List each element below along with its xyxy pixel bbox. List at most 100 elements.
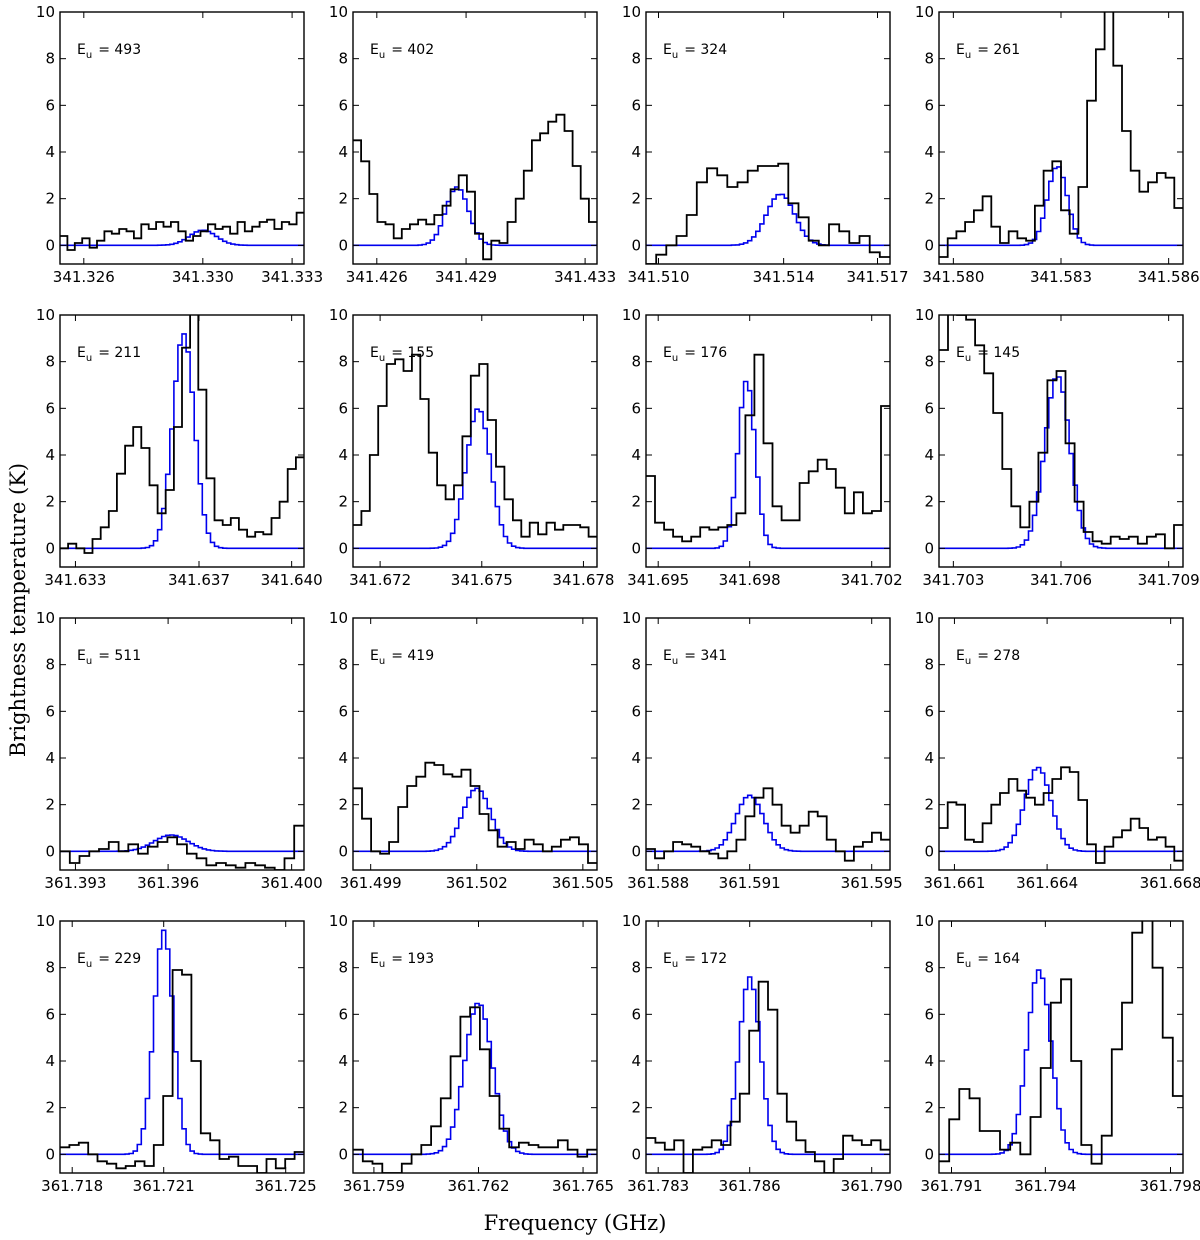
y-tick-label: 8 [924, 656, 934, 674]
spectrum-panel: 0 2 4 6 8 10 341.426 341.429 341.433 Eu = 402 [329, 3, 616, 286]
y-tick-label: 8 [45, 959, 55, 977]
y-tick-label: 2 [45, 796, 55, 814]
y-tick-label: 0 [631, 1145, 641, 1163]
y-tick-label: 10 [915, 912, 934, 930]
y-tick-label: 6 [924, 1005, 934, 1023]
y-tick-label: 0 [924, 842, 934, 860]
model-spectrum-line [60, 333, 304, 550]
x-tick-label: 361.588 [627, 874, 689, 892]
y-tick-label: 8 [631, 656, 641, 674]
observed-spectrum-line [939, 315, 1183, 550]
y-tick-label: 2 [45, 1099, 55, 1117]
panel-frame [938, 11, 1184, 265]
panel-frame [645, 11, 891, 265]
x-tick-label: 341.429 [435, 268, 497, 286]
panel-frame [59, 11, 305, 265]
x-tick-label: 341.698 [719, 571, 781, 589]
panel-frame [352, 920, 598, 1174]
x-tick-label: 361.762 [447, 1177, 509, 1195]
upper-energy-label: Eu = 145 [956, 345, 1020, 364]
y-axis-title: Brightness temperature (K) [6, 463, 30, 757]
observed-spectrum-line [353, 353, 597, 538]
model-spectrum-line [939, 766, 1183, 853]
y-tick-label: 4 [45, 143, 55, 161]
y-tick-label: 2 [924, 190, 934, 208]
y-tick-label: 0 [924, 539, 934, 557]
y-tick-label: 4 [631, 143, 641, 161]
panel-frame [938, 920, 1184, 1174]
y-tick-label: 10 [329, 912, 348, 930]
spectrum-panel: 0 2 4 6 8 10 361.499 361.502 361.505 Eu = 419 [329, 609, 614, 892]
y-tick-label: 10 [915, 3, 934, 21]
observed-spectrum-line [60, 211, 304, 251]
x-tick-label: 341.514 [753, 268, 815, 286]
panels-group: 0 2 4 6 8 10 341.326 341.330 341.333 Eu = 493 0 2 4 6 8… [36, 3, 1200, 1195]
panel-frame [645, 920, 891, 1174]
y-tick-label: 0 [631, 236, 641, 254]
observed-spectrum-line [353, 113, 597, 261]
y-tick-label: 10 [36, 306, 55, 324]
x-tick-label: 341.678 [552, 571, 614, 589]
y-tick-label: 2 [45, 493, 55, 511]
y-tick-label: 2 [338, 1099, 348, 1117]
upper-energy-label: Eu = 164 [956, 951, 1020, 970]
spectrum-panel: 0 2 4 6 8 10 361.783 361.786 361.790 Eu = 172 [622, 912, 903, 1195]
y-tick-label: 6 [631, 399, 641, 417]
panel-frame [352, 617, 598, 871]
y-tick-label: 6 [45, 96, 55, 114]
observed-spectrum-line [646, 980, 890, 1173]
x-tick-label: 341.695 [627, 571, 689, 589]
upper-energy-label: Eu = 229 [77, 951, 141, 970]
y-tick-label: 10 [915, 609, 934, 627]
panel-frame [938, 314, 1184, 568]
x-tick-label: 341.333 [261, 268, 323, 286]
x-tick-label: 361.668 [1140, 874, 1200, 892]
y-tick-label: 8 [631, 50, 641, 68]
spectrum-panel: 0 2 4 6 8 10 341.580 341.583 341.586 Eu = 261 [915, 3, 1200, 286]
y-tick-label: 4 [631, 1052, 641, 1070]
x-tick-label: 361.783 [627, 1177, 689, 1195]
observed-spectrum-line [60, 969, 304, 1173]
x-tick-label: 341.675 [451, 571, 513, 589]
x-tick-label: 361.393 [44, 874, 106, 892]
y-tick-label: 8 [338, 959, 348, 977]
panel-frame [352, 314, 598, 568]
upper-energy-label: Eu = 193 [370, 951, 434, 970]
x-tick-label: 361.791 [920, 1177, 982, 1195]
y-tick-label: 2 [631, 493, 641, 511]
y-tick-label: 0 [45, 1145, 55, 1163]
y-tick-label: 4 [338, 1052, 348, 1070]
x-tick-label: 361.798 [1139, 1177, 1200, 1195]
y-tick-label: 0 [924, 236, 934, 254]
y-tick-label: 2 [338, 796, 348, 814]
y-tick-label: 0 [338, 539, 348, 557]
spectrum-panel: 0 2 4 6 8 10 341.326 341.330 341.333 Eu = 493 [36, 3, 323, 286]
panel-frame [352, 11, 598, 265]
y-tick-label: 10 [36, 3, 55, 21]
upper-energy-label: Eu = 324 [663, 42, 727, 61]
y-tick-label: 8 [924, 959, 934, 977]
y-tick-label: 0 [338, 842, 348, 860]
y-tick-label: 0 [45, 539, 55, 557]
y-tick-label: 6 [45, 399, 55, 417]
x-tick-label: 341.640 [261, 571, 323, 589]
y-tick-label: 4 [631, 446, 641, 464]
observed-spectrum-line [939, 921, 1183, 1165]
observed-spectrum-line [939, 12, 1183, 258]
x-tick-label: 361.721 [133, 1177, 195, 1195]
x-tick-label: 341.709 [1138, 571, 1200, 589]
observed-spectrum-line [646, 353, 890, 543]
x-tick-label: 361.786 [719, 1177, 781, 1195]
y-tick-label: 2 [924, 796, 934, 814]
y-tick-label: 8 [631, 959, 641, 977]
x-tick-label: 341.702 [841, 571, 903, 589]
x-tick-label: 341.637 [168, 571, 230, 589]
spectrum-panel: 0 2 4 6 8 10 361.588 361.591 361.595 Eu = 341 [622, 609, 903, 892]
y-tick-label: 8 [45, 656, 55, 674]
x-tick-label: 361.591 [719, 874, 781, 892]
x-tick-label: 341.330 [172, 268, 234, 286]
model-spectrum-line [646, 380, 890, 550]
model-spectrum-line [939, 376, 1183, 550]
y-tick-label: 10 [622, 306, 641, 324]
y-tick-label: 6 [924, 96, 934, 114]
